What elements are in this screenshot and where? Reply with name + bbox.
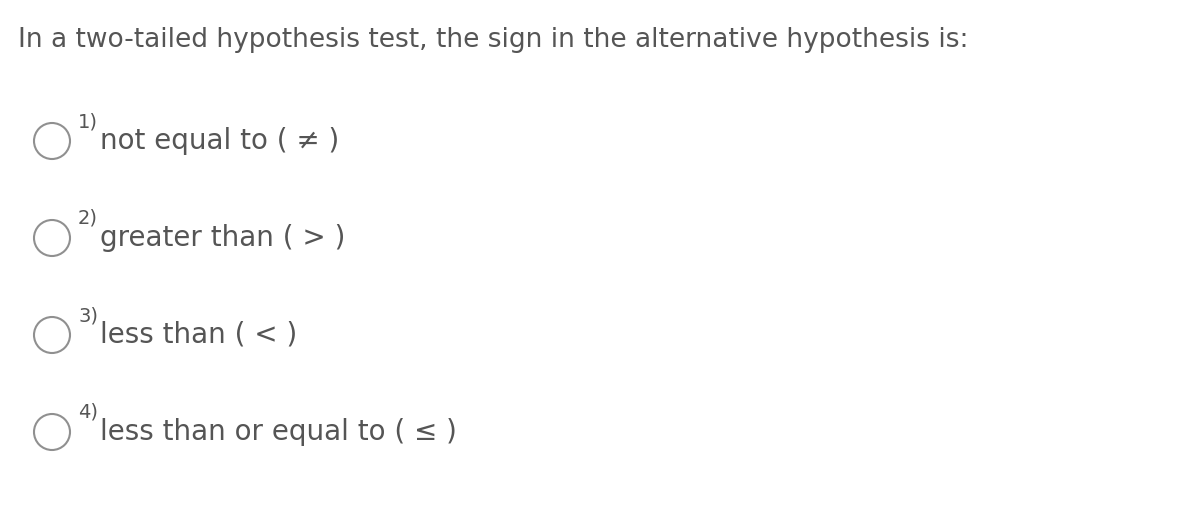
Text: 4): 4): [78, 403, 98, 422]
Text: less than or equal to ( ≤ ): less than or equal to ( ≤ ): [100, 418, 457, 446]
Text: In a two-tailed hypothesis test, the sign in the alternative hypothesis is:: In a two-tailed hypothesis test, the sig…: [18, 27, 968, 53]
Text: less than ( < ): less than ( < ): [100, 321, 298, 349]
Text: 2): 2): [78, 209, 98, 228]
Text: 3): 3): [78, 306, 98, 325]
Text: 1): 1): [78, 112, 98, 131]
Text: greater than ( > ): greater than ( > ): [100, 224, 346, 252]
Text: not equal to ( ≠ ): not equal to ( ≠ ): [100, 127, 340, 155]
